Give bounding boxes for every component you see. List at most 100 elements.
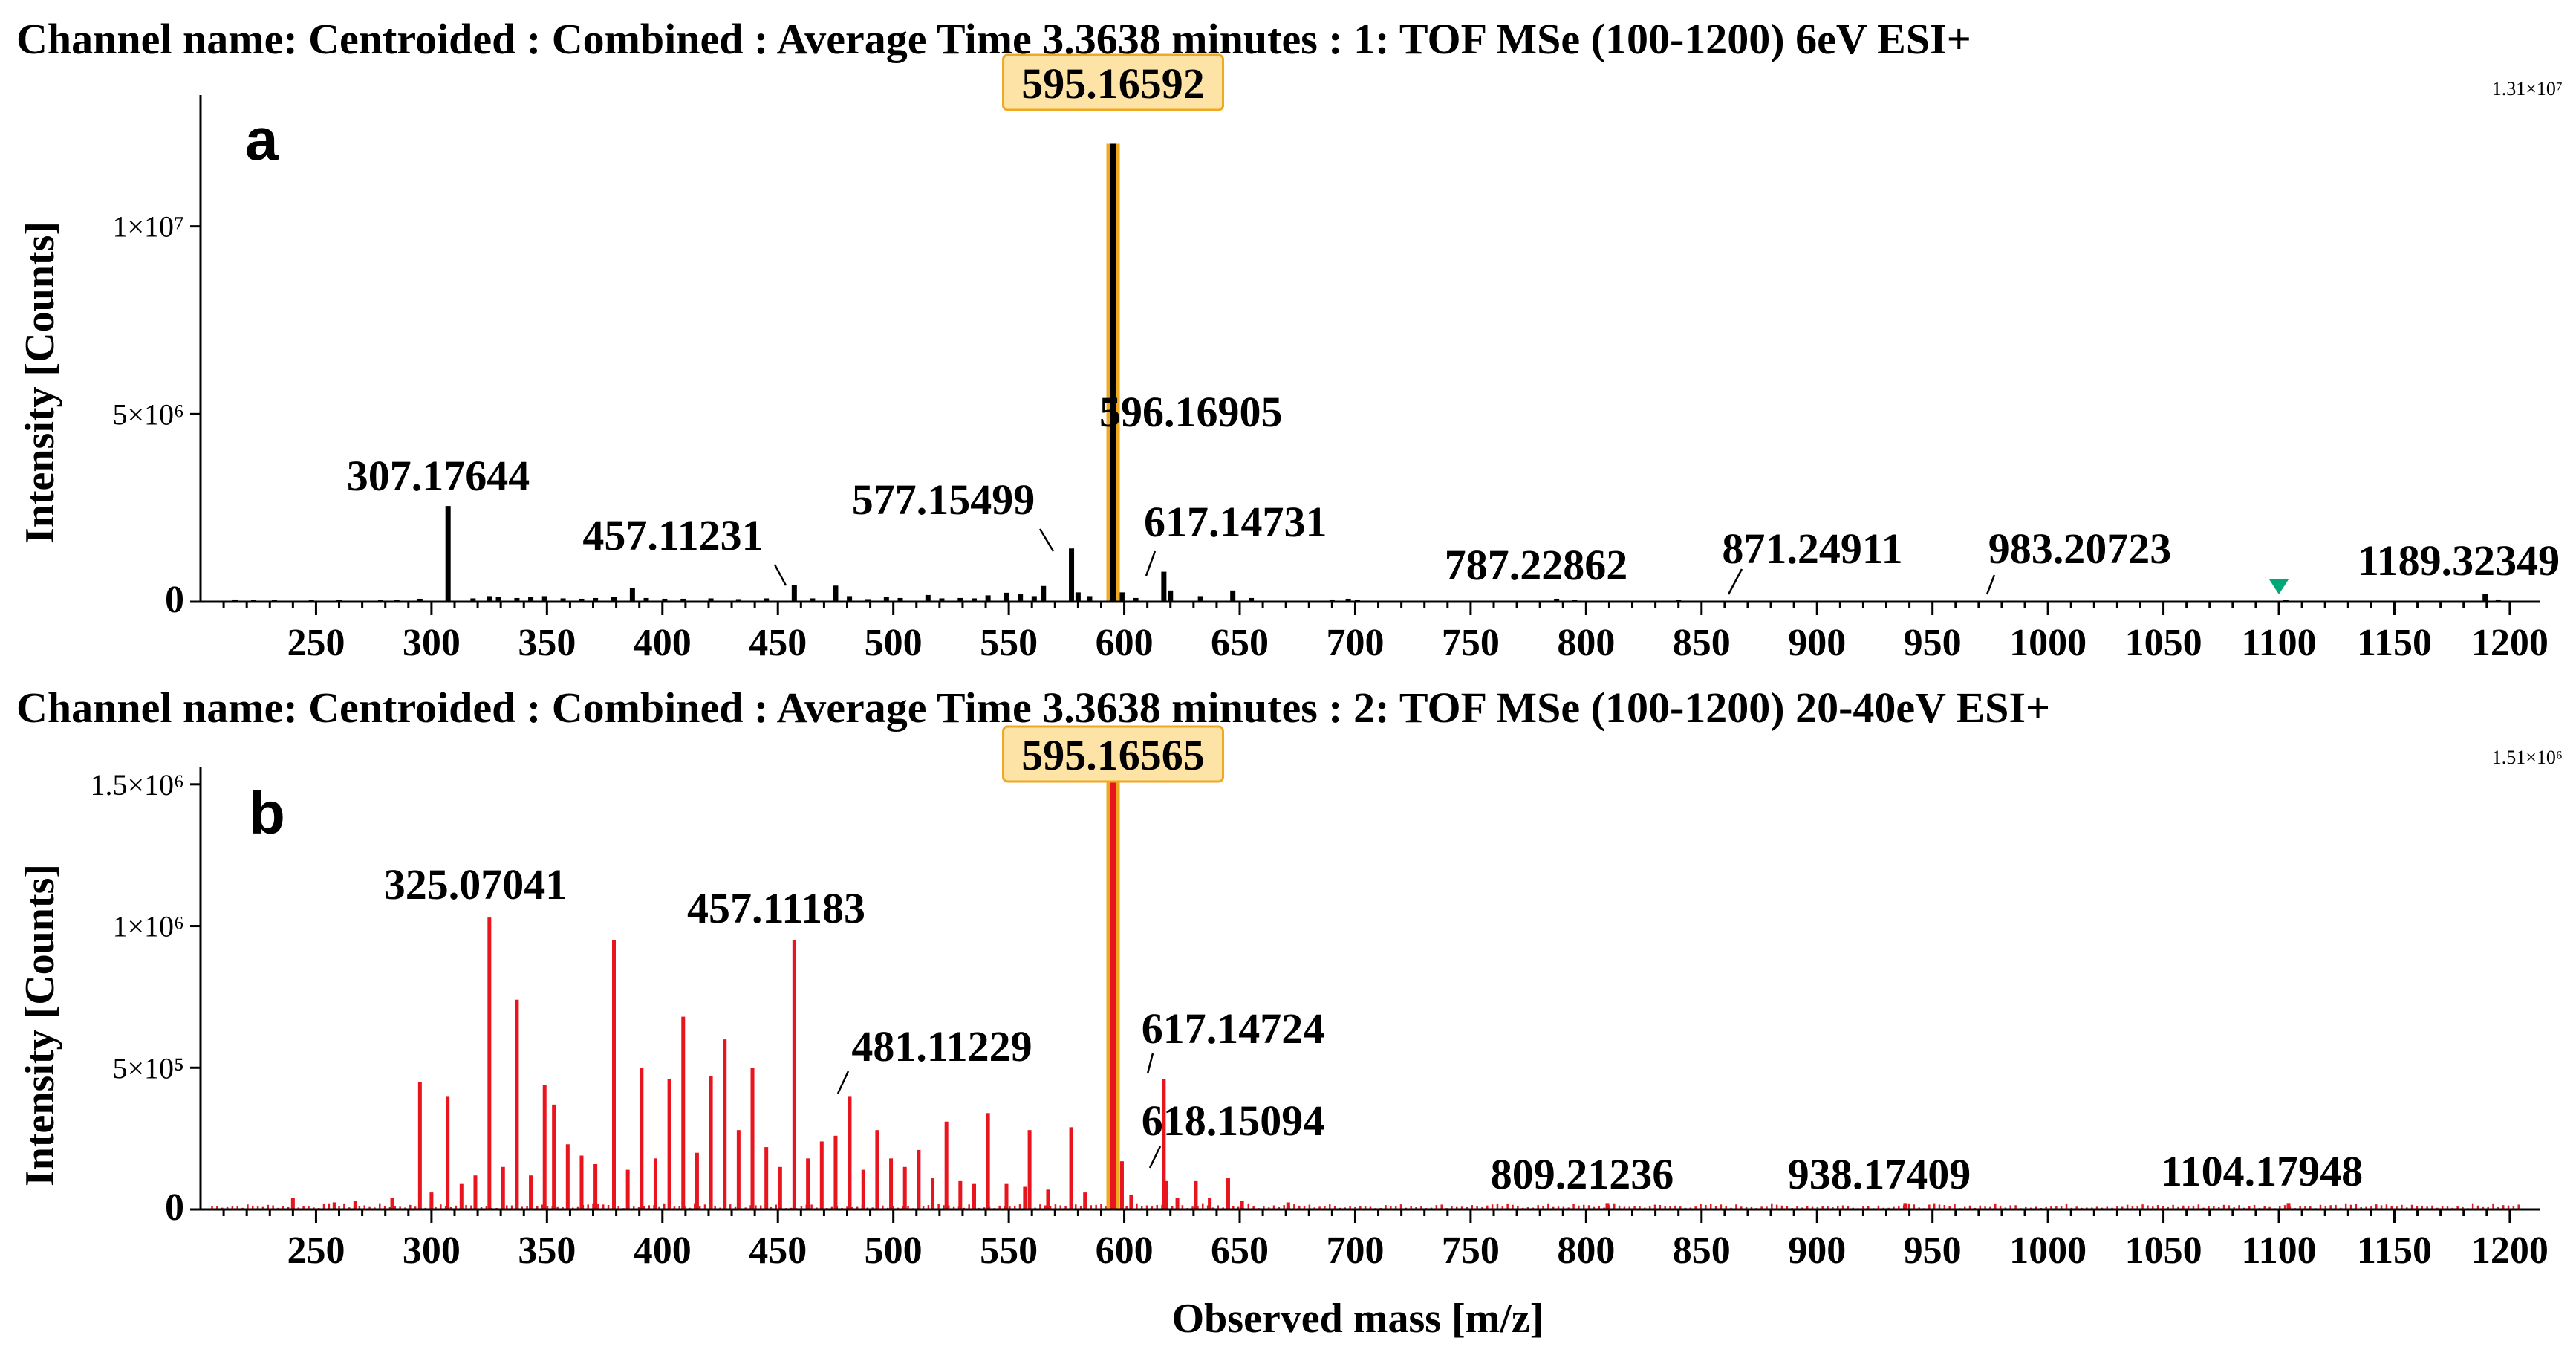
panel-a-label-leader	[1038, 528, 1055, 552]
panel-b-peak-label: 809.21236	[1491, 1150, 1674, 1198]
panel-a-peak-bar	[1018, 594, 1024, 602]
panel-a-label-leader	[773, 564, 787, 586]
panel-b-peak-bar	[861, 1169, 865, 1209]
panel-a-peak-bar	[1329, 599, 1335, 602]
panel-a-peak-bar	[2482, 594, 2488, 602]
panel-b-x-tick-label: 1050	[2125, 1229, 2202, 1272]
panel-a-x-tick-label: 350	[518, 622, 576, 664]
panel-a-peak-bar	[810, 598, 816, 602]
panel-a-peak-label: 457.11231	[582, 511, 763, 559]
panel-a-peak-bar	[1069, 548, 1075, 602]
panel-a-peak-bar	[708, 598, 714, 602]
panel-a-x-tick-label: 250	[287, 622, 345, 664]
panel-a-peak-bar	[1119, 592, 1125, 602]
panel-a-peak-bar	[470, 598, 476, 602]
panel-b-peak-bar	[1240, 1201, 1244, 1209]
panel-a-peak-bar	[560, 598, 566, 602]
panel-a-x-tick-label: 950	[1904, 622, 1962, 664]
panel-a-x-tick-label: 500	[865, 622, 923, 664]
panel-b-peak-bar	[792, 940, 796, 1209]
panel-b-peak-bar	[542, 1085, 547, 1209]
panel-b-peak-bar	[736, 1130, 741, 1209]
panel-a-peak-bar	[680, 598, 686, 602]
panel-b-x-tick-label: 800	[1557, 1229, 1615, 1272]
panel-b-peak-bar	[417, 1082, 422, 1209]
panel-a-peak-label: 983.20723	[1988, 524, 2172, 573]
panel-a-peak-bar	[971, 598, 977, 602]
panel-a-peak-label: 596.16905	[1099, 388, 1283, 436]
panel-a-peak-bar	[833, 585, 839, 602]
panel-b-base-peak-bar	[1110, 782, 1116, 1209]
panel-a-peak-bar	[611, 597, 617, 602]
panel-a-x-tick-label: 550	[980, 622, 1038, 664]
panel-b-plot: 595.16565 250 300 350 400 450 500 550 600 650 700 7…	[90, 725, 2549, 1272]
panel-a-y-tick-label: 1×10⁷	[112, 210, 184, 244]
panel-b-peak-bar	[611, 940, 616, 1209]
panel-a-title: Channel name: Centroided : Combined : Av…	[16, 15, 1971, 63]
panel-a-peak-bar	[528, 597, 534, 602]
panel-b-x-tick-label: 650	[1211, 1229, 1269, 1272]
panel-b-peak-bar	[429, 1192, 434, 1209]
panel-b-peak-bar	[709, 1076, 713, 1209]
panel-a-peak-bar	[579, 598, 585, 602]
panel-a-peak-bar	[735, 599, 741, 602]
panel-a-peak-bar	[445, 506, 451, 602]
panel-b-peak-bar	[1083, 1192, 1087, 1209]
panel-b-y-tick-label: 1×10⁶	[112, 910, 184, 943]
panel-a-peak-bar	[847, 596, 853, 602]
panel-a-peak-label: 307.17644	[347, 452, 530, 500]
panel-a-peak-bar	[957, 597, 963, 602]
panel-b-peak-bar	[819, 1141, 824, 1209]
panel-b-peak-bar	[750, 1068, 755, 1209]
panel-a-peak-bar	[417, 598, 423, 602]
panel-b-peak-bar	[667, 1079, 671, 1209]
panel-b-peak-bar	[1129, 1195, 1133, 1209]
panel-b-peak-bar	[593, 1163, 598, 1209]
panel-b-peak-bar	[833, 1135, 838, 1209]
panel-b-peak-bar	[848, 1096, 852, 1209]
panel-a-peak-bar	[2495, 599, 2501, 602]
panel-a-peak-bar	[865, 599, 871, 602]
panel-b-peak-bar	[1069, 1127, 1073, 1209]
panel-b-label-leader	[836, 1071, 850, 1094]
panel-a-peak-label: 871.24911	[1722, 524, 1902, 573]
panel-a-x-tick-label: 450	[749, 622, 807, 664]
panel-a-peak-bar	[1249, 597, 1255, 602]
panel-a-peak-bar	[1168, 590, 1174, 602]
panel-b-peak-bar	[695, 1152, 699, 1209]
panel-a-base-peak-label: 595.16592	[1021, 59, 1205, 108]
panel-a-peak-bar	[629, 588, 635, 602]
panel-a-x-tick-label: 750	[1442, 622, 1500, 664]
panel-a-peak-bar	[1041, 585, 1047, 602]
panel-a-peak-bar	[643, 597, 649, 602]
panel-b-peak-bar	[1162, 1079, 1166, 1209]
panel-b-y-tick-label: 0	[165, 1186, 184, 1229]
panel-b-peak-bar	[1027, 1130, 1032, 1209]
panel-b-peak-bar	[501, 1166, 505, 1209]
panel-a-peak-bar	[1554, 598, 1560, 602]
panel-a-peak-label: 1189.32349	[2358, 536, 2560, 585]
panel-b-x-tick-label: 900	[1788, 1229, 1846, 1272]
panel-a-peak-bar	[925, 594, 931, 602]
panel-a-peak-bar	[495, 597, 501, 602]
panel-b-letter: b	[249, 780, 285, 846]
panel-a-base-peak-bar	[1110, 143, 1116, 602]
panel-a-x-tick-label: 900	[1788, 622, 1846, 664]
panel-b-peak-bar	[1164, 1180, 1168, 1209]
panel-a-peak-bar	[1133, 597, 1139, 602]
panel-b-peak-bar	[958, 1180, 963, 1209]
panel-a-peak-bar	[939, 598, 945, 602]
panel-a-label-leader	[1985, 574, 1996, 595]
panel-a-y-tick-label: 0	[165, 579, 184, 621]
panel-b-peak-bar	[515, 999, 519, 1209]
panel-b-peaks	[290, 917, 2291, 1209]
panel-b-peak-bar	[2286, 1203, 2291, 1209]
panel-a-peak-bar	[593, 597, 599, 602]
panel-a-x-tick-label: 800	[1557, 622, 1615, 664]
panel-b-peak-bar	[917, 1149, 921, 1209]
panel-a-x-tick-label: 850	[1673, 622, 1731, 664]
panel-a-y-axis-title: Intensity [Counts]	[17, 221, 63, 544]
panel-a-peak-bar	[541, 596, 547, 602]
panel-b-peak-bar	[529, 1175, 533, 1209]
